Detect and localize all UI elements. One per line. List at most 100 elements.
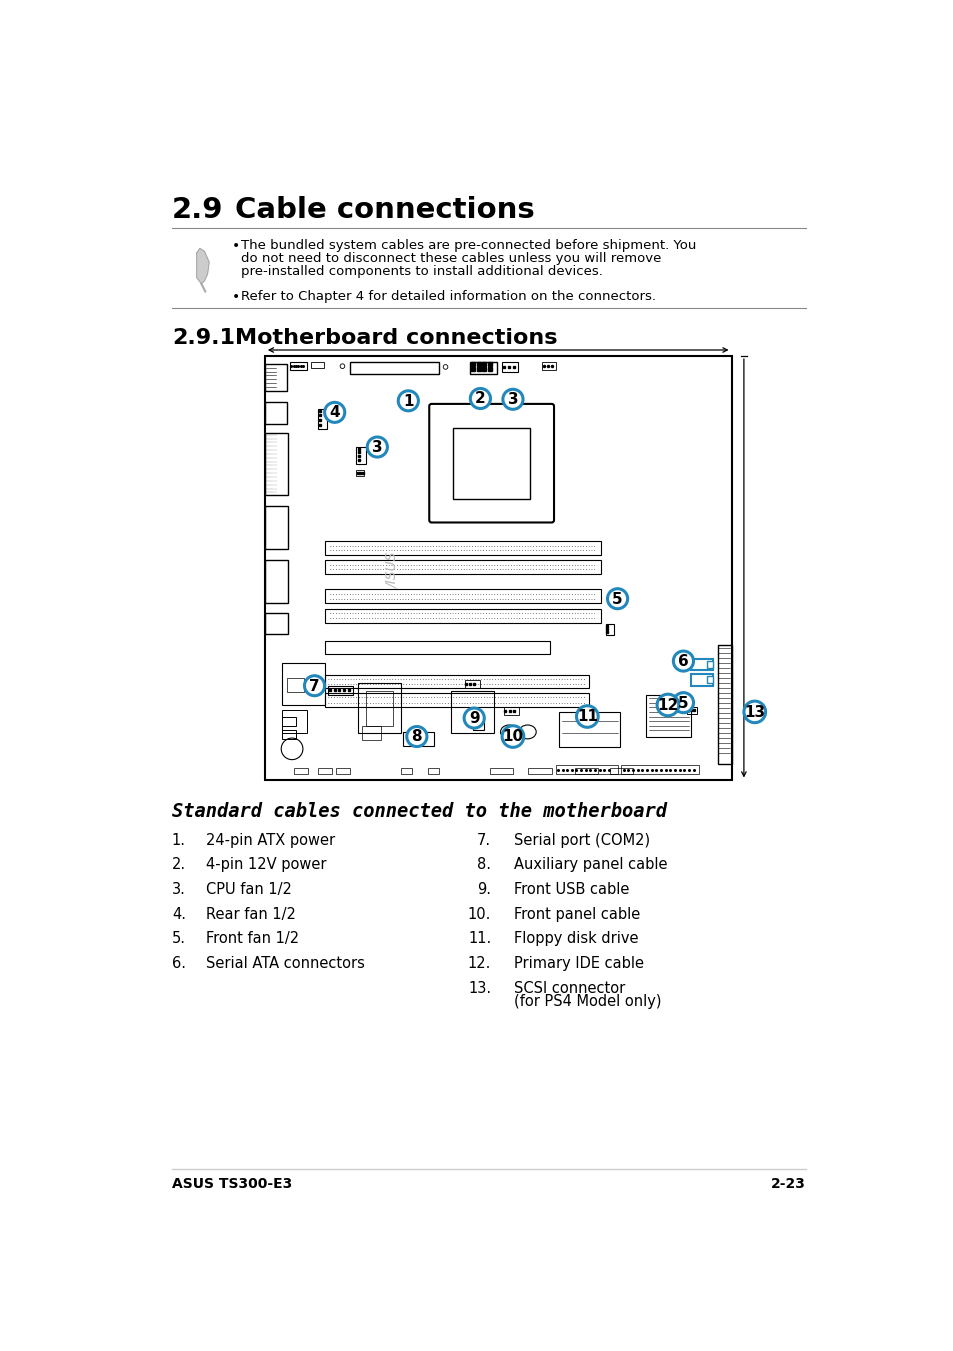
Bar xyxy=(691,659,712,670)
Bar xyxy=(453,428,530,499)
Bar xyxy=(325,589,599,604)
Bar xyxy=(609,769,633,774)
Text: Auxiliary panel cable: Auxiliary panel cable xyxy=(514,858,667,873)
Text: 2.: 2. xyxy=(172,858,186,873)
Text: 2.9.1: 2.9.1 xyxy=(172,328,234,347)
Bar xyxy=(328,686,353,694)
Circle shape xyxy=(576,705,598,727)
Text: 8: 8 xyxy=(411,730,422,744)
Bar xyxy=(575,769,598,774)
Text: Cable connections: Cable connections xyxy=(235,196,535,223)
Text: 1.: 1. xyxy=(172,832,186,848)
Text: 8.: 8. xyxy=(476,858,491,873)
Bar xyxy=(282,716,295,725)
Text: 10: 10 xyxy=(502,730,523,744)
Bar xyxy=(451,692,493,734)
Bar xyxy=(335,769,350,774)
Text: /ISUS: /ISUS xyxy=(385,553,398,589)
Text: Serial port (COM2): Serial port (COM2) xyxy=(514,832,650,848)
Text: ASUS TS300-E3: ASUS TS300-E3 xyxy=(172,1177,292,1192)
Text: 3: 3 xyxy=(372,440,382,455)
Bar xyxy=(265,434,288,494)
Bar xyxy=(282,730,295,739)
Bar xyxy=(661,708,670,715)
Bar xyxy=(706,661,712,667)
Circle shape xyxy=(502,389,522,409)
Text: •: • xyxy=(232,290,239,304)
Text: Standard cables connected to the motherboard: Standard cables connected to the motherb… xyxy=(172,802,666,821)
Text: do not need to disconnect these cables unless you will remove: do not need to disconnect these cables u… xyxy=(241,253,660,265)
Bar xyxy=(325,642,550,654)
Circle shape xyxy=(464,708,484,728)
Circle shape xyxy=(743,701,765,723)
Bar xyxy=(542,362,556,370)
Text: 4: 4 xyxy=(329,405,339,420)
Circle shape xyxy=(304,676,324,696)
Circle shape xyxy=(657,694,679,716)
Text: (for PS4 Model only): (for PS4 Model only) xyxy=(514,994,661,1009)
Bar xyxy=(325,540,599,555)
Text: 3: 3 xyxy=(507,392,517,407)
Bar xyxy=(286,678,303,692)
Bar xyxy=(265,403,286,424)
Text: 7.: 7. xyxy=(476,832,491,848)
Text: Refer to Chapter 4 for detailed information on the connectors.: Refer to Chapter 4 for detailed informat… xyxy=(241,290,656,303)
Bar xyxy=(400,769,412,774)
Bar xyxy=(472,721,483,731)
Text: Rear fan 1/2: Rear fan 1/2 xyxy=(206,907,295,921)
Text: 2.9: 2.9 xyxy=(172,196,223,223)
Text: 12.: 12. xyxy=(467,957,491,971)
Bar xyxy=(265,561,288,603)
Text: 4.: 4. xyxy=(172,907,186,921)
Text: 3.: 3. xyxy=(172,882,186,897)
Circle shape xyxy=(673,693,693,713)
Text: Serial ATA connectors: Serial ATA connectors xyxy=(206,957,365,971)
Bar xyxy=(265,357,731,781)
Text: 2-23: 2-23 xyxy=(770,1177,805,1192)
Bar xyxy=(489,769,513,774)
Bar xyxy=(356,447,365,463)
Bar xyxy=(645,694,691,738)
Text: •: • xyxy=(232,239,239,253)
Circle shape xyxy=(673,651,693,671)
Text: 1: 1 xyxy=(403,393,414,409)
Text: 7: 7 xyxy=(309,678,319,693)
Text: Front USB cable: Front USB cable xyxy=(514,882,629,897)
Text: SCSI connector: SCSI connector xyxy=(514,981,625,996)
Text: Front panel cable: Front panel cable xyxy=(514,907,640,921)
Bar xyxy=(558,712,619,747)
Bar xyxy=(427,769,439,774)
Circle shape xyxy=(607,589,627,609)
Bar xyxy=(325,693,588,707)
Bar xyxy=(317,408,327,428)
Bar xyxy=(691,674,712,686)
Bar xyxy=(325,609,599,623)
Text: CPU fan 1/2: CPU fan 1/2 xyxy=(206,882,292,897)
Bar xyxy=(311,362,323,369)
Text: Front fan 1/2: Front fan 1/2 xyxy=(206,931,299,946)
Text: 13.: 13. xyxy=(468,981,491,996)
Bar xyxy=(503,708,518,715)
Circle shape xyxy=(470,389,490,408)
Bar xyxy=(294,769,308,774)
Bar xyxy=(357,684,400,734)
Bar xyxy=(350,362,439,374)
Circle shape xyxy=(324,403,344,423)
Text: Motherboard connections: Motherboard connections xyxy=(235,328,558,347)
Circle shape xyxy=(367,436,387,457)
Bar xyxy=(325,561,599,574)
Text: 9.: 9. xyxy=(476,882,491,897)
Bar xyxy=(470,362,497,374)
Text: The bundled system cables are pre-connected before shipment. You: The bundled system cables are pre-connec… xyxy=(241,239,696,253)
Bar xyxy=(361,725,381,739)
Bar xyxy=(265,507,288,549)
Text: 6: 6 xyxy=(678,654,688,669)
Circle shape xyxy=(406,727,427,747)
Bar xyxy=(265,612,288,634)
Bar xyxy=(356,470,364,477)
Text: pre-installed components to install additional devices.: pre-installed components to install addi… xyxy=(241,265,602,278)
Text: Floppy disk drive: Floppy disk drive xyxy=(514,931,639,946)
Polygon shape xyxy=(196,249,209,284)
Text: 4-pin 12V power: 4-pin 12V power xyxy=(206,858,326,873)
Bar xyxy=(282,711,307,734)
